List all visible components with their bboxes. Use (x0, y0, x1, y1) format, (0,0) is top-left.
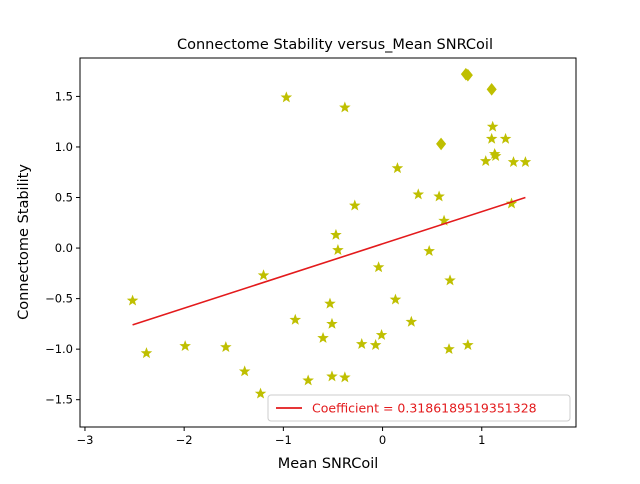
legend: Coefficient = 0.3186189519351328 (267, 394, 571, 422)
data-point-star (257, 269, 270, 281)
y-tick-label: −0.5 (45, 292, 73, 306)
data-point-star (324, 297, 336, 309)
plot-background (80, 58, 576, 427)
data-point-star (462, 339, 474, 351)
y-tick-label: 0.5 (55, 191, 73, 205)
data-point-star (489, 150, 502, 161)
y-tick-label: 0.0 (55, 241, 73, 255)
x-tick-label: −3 (76, 433, 93, 447)
data-point-star (507, 156, 520, 168)
data-point-star (505, 197, 518, 209)
data-point-diamond (486, 83, 497, 96)
data-point-star (302, 374, 314, 386)
y-tick-label: −1.0 (45, 342, 73, 356)
data-point-diamond (462, 68, 473, 82)
data-point-star (519, 156, 532, 168)
data-point-star (486, 120, 499, 132)
legend-label: Coefficient = 0.3186189519351328 (312, 401, 537, 416)
regression-line (132, 196, 526, 326)
data-point-star (280, 91, 293, 103)
y-tick-label: −1.5 (45, 393, 73, 407)
plot-area: −3 −2 −1 0 1 −1.5 −1.0 −0.5 0.0 0.5 1.0 1.5 Coeffici… (45, 57, 577, 447)
y-axis-label: Connectome Stability (16, 164, 32, 320)
data-point-star (179, 340, 191, 352)
data-point-star (375, 328, 388, 340)
legend-box (267, 394, 571, 422)
data-point-star (220, 341, 232, 353)
data-point-star (339, 101, 351, 113)
axes-frame (79, 57, 577, 428)
data-point-star (140, 347, 153, 359)
data-point-star (317, 331, 329, 343)
data-point-star (479, 155, 492, 167)
data-point-star (326, 317, 338, 329)
data-point-star (438, 214, 450, 226)
data-point-star (412, 188, 425, 200)
data-point-star (355, 338, 368, 350)
data-point-star (332, 244, 344, 255)
x-tick-label: −2 (176, 433, 193, 447)
data-point-star (372, 261, 385, 273)
x-axis-label: Mean SNRCoil (278, 456, 379, 472)
chart-title: Connectome Stability versus_Mean SNRCoil (177, 37, 493, 53)
data-point-star (238, 365, 251, 377)
data-point-star (499, 132, 512, 144)
x-tick-label: 1 (478, 433, 485, 447)
data-point-star (254, 387, 267, 399)
data-point-star (405, 315, 418, 327)
data-point-star (444, 274, 456, 286)
data-point-star (485, 132, 498, 144)
y-tick-label: 1.5 (55, 89, 73, 103)
y-tick-label: 1.0 (55, 140, 73, 154)
data-point-star (369, 339, 382, 351)
data-point-star (443, 343, 455, 355)
x-tick-label: 0 (379, 433, 386, 447)
data-point-star (126, 294, 139, 306)
data-point-star (391, 162, 404, 174)
data-point-star (423, 245, 435, 256)
data-point-star (433, 190, 445, 202)
x-tick-label: −1 (275, 433, 292, 447)
data-point-star (326, 370, 338, 382)
data-point-star (339, 371, 351, 383)
data-point-star (330, 228, 342, 240)
data-point-star (349, 199, 361, 211)
data-point-diamond (436, 137, 447, 151)
data-point-star (289, 313, 302, 325)
data-point-star (389, 293, 402, 305)
